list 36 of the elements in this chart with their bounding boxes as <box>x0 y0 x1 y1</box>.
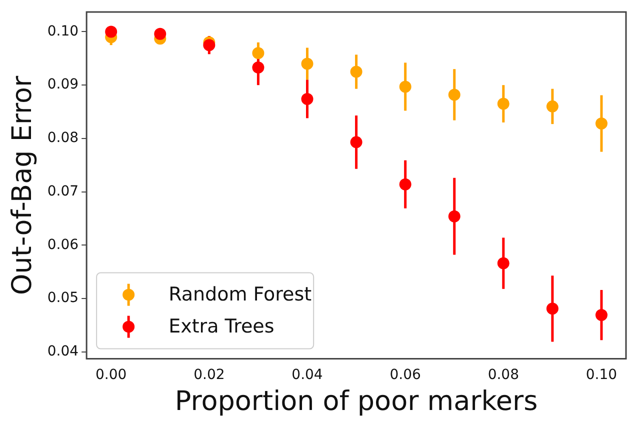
y-axis-title: Out-of-Bag Error <box>7 74 38 295</box>
point <box>399 80 412 93</box>
point <box>595 118 608 130</box>
y-tick-label: 0.08 <box>47 130 79 146</box>
point <box>301 92 314 105</box>
x-tick-label: 0.00 <box>96 366 127 383</box>
point <box>399 178 412 190</box>
x-tick-label: 0.10 <box>586 366 618 383</box>
point <box>448 210 460 222</box>
legend-label: Random Forest <box>168 284 312 306</box>
x-tick-label: 0.08 <box>488 366 519 383</box>
x-tick-label: 0.04 <box>292 366 323 383</box>
point <box>154 28 166 40</box>
point <box>301 58 314 70</box>
point <box>252 47 264 60</box>
point <box>252 61 264 74</box>
y-tick-label: 0.04 <box>47 344 79 360</box>
point <box>546 302 558 315</box>
y-tick-label: 0.09 <box>47 76 79 93</box>
x-axis-title: Proportion of poor markers <box>174 386 538 417</box>
x-tick-label: 0.06 <box>390 366 422 383</box>
point <box>350 66 362 78</box>
point <box>497 257 510 270</box>
x-tick-label: 0.02 <box>194 366 225 383</box>
y-tick-label: 0.05 <box>47 290 79 306</box>
point <box>203 39 216 52</box>
legend-label: Extra Trees <box>168 316 274 338</box>
point <box>105 26 118 38</box>
point <box>350 136 362 148</box>
point <box>497 98 510 110</box>
point <box>595 309 608 322</box>
point <box>546 100 558 112</box>
y-tick-label: 0.07 <box>47 183 79 200</box>
y-tick-label: 0.10 <box>47 23 79 40</box>
y-tick-label: 0.06 <box>47 236 79 253</box>
point <box>448 88 460 101</box>
